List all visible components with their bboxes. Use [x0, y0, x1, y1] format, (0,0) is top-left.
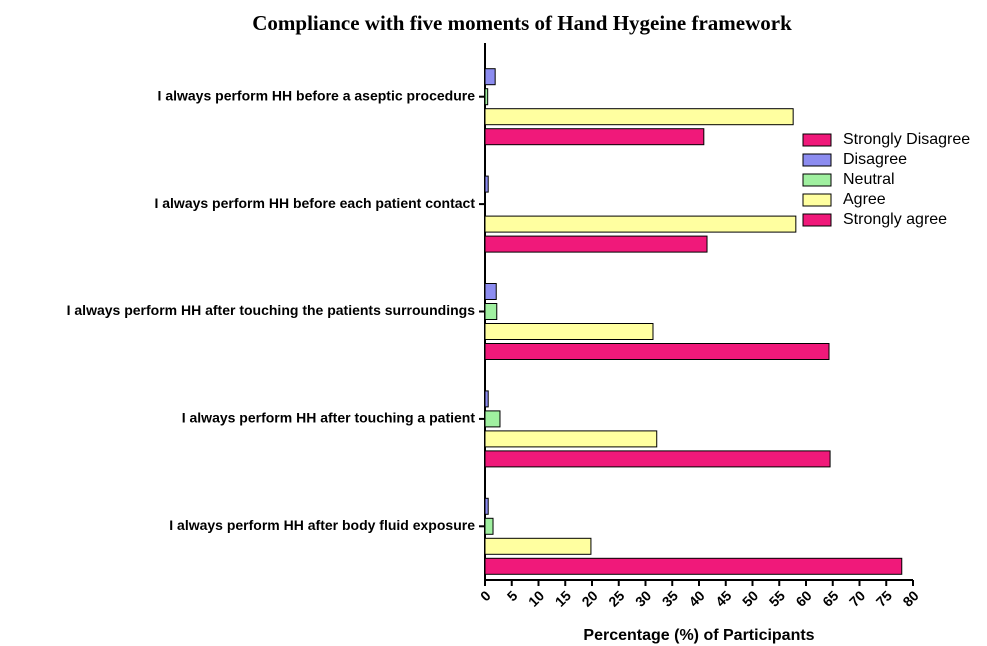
- bar: [484, 128, 705, 146]
- x-tick-label: 55: [766, 587, 788, 609]
- legend-swatch: [802, 153, 832, 167]
- y-tick-label: I always perform HH after touching a pat…: [182, 410, 476, 426]
- bar: [484, 108, 794, 126]
- bar: [484, 323, 654, 340]
- bar: [484, 537, 592, 555]
- bar: [484, 390, 489, 408]
- x-tick-label: 25: [605, 587, 627, 609]
- legend-label: Neutral: [843, 171, 895, 188]
- x-tick-label: 0: [477, 587, 494, 604]
- bar: [484, 450, 831, 468]
- x-tick-label: 35: [659, 587, 681, 609]
- bar: [484, 303, 498, 320]
- bar: [484, 283, 497, 300]
- x-tick-label: 5: [504, 587, 521, 604]
- bar: [484, 175, 489, 193]
- bar: [484, 343, 830, 360]
- x-tick-label: 75: [873, 587, 895, 609]
- y-tick-label: I always perform HH after touching the p…: [67, 302, 476, 318]
- y-tick-label: I always perform HH before a aseptic pro…: [158, 87, 476, 103]
- x-tick-label: 65: [819, 587, 841, 609]
- y-tick-label: I always perform HH after body fluid exp…: [169, 517, 475, 533]
- bar: [484, 410, 501, 428]
- x-tick-label: 30: [632, 587, 654, 609]
- x-tick-label: 70: [846, 587, 868, 609]
- x-tick-label: 40: [685, 587, 707, 609]
- legend-label: Strongly agree: [843, 211, 947, 228]
- chart-title: Compliance with five moments of Hand Hyg…: [252, 11, 792, 35]
- x-tick-label: 80: [899, 587, 921, 609]
- x-axis-label: Percentage (%) of Participants: [583, 627, 814, 644]
- bar: [484, 88, 489, 106]
- x-tick-label: 10: [525, 587, 547, 609]
- legend-swatch: [802, 193, 832, 207]
- y-tick-label: I always perform HH before each patient …: [154, 195, 475, 211]
- x-tick-label: 45: [712, 587, 734, 609]
- x-tick-label: 20: [578, 587, 600, 609]
- bar: [484, 215, 797, 233]
- x-tick-label: 60: [792, 587, 814, 609]
- legend-label: Strongly Disagree: [843, 131, 970, 148]
- legend-label: Disagree: [843, 151, 907, 168]
- legend-swatch: [802, 173, 832, 187]
- bar: [484, 557, 903, 575]
- bar: [484, 517, 494, 535]
- bar: [484, 68, 496, 86]
- legend-label: Agree: [843, 191, 886, 208]
- bar: [484, 430, 658, 448]
- bar: [484, 235, 708, 253]
- x-tick-label: 50: [739, 587, 761, 609]
- x-tick-label: 15: [552, 587, 574, 609]
- bar: [484, 497, 489, 515]
- legend-swatch: [802, 213, 832, 227]
- legend-swatch: [802, 133, 832, 147]
